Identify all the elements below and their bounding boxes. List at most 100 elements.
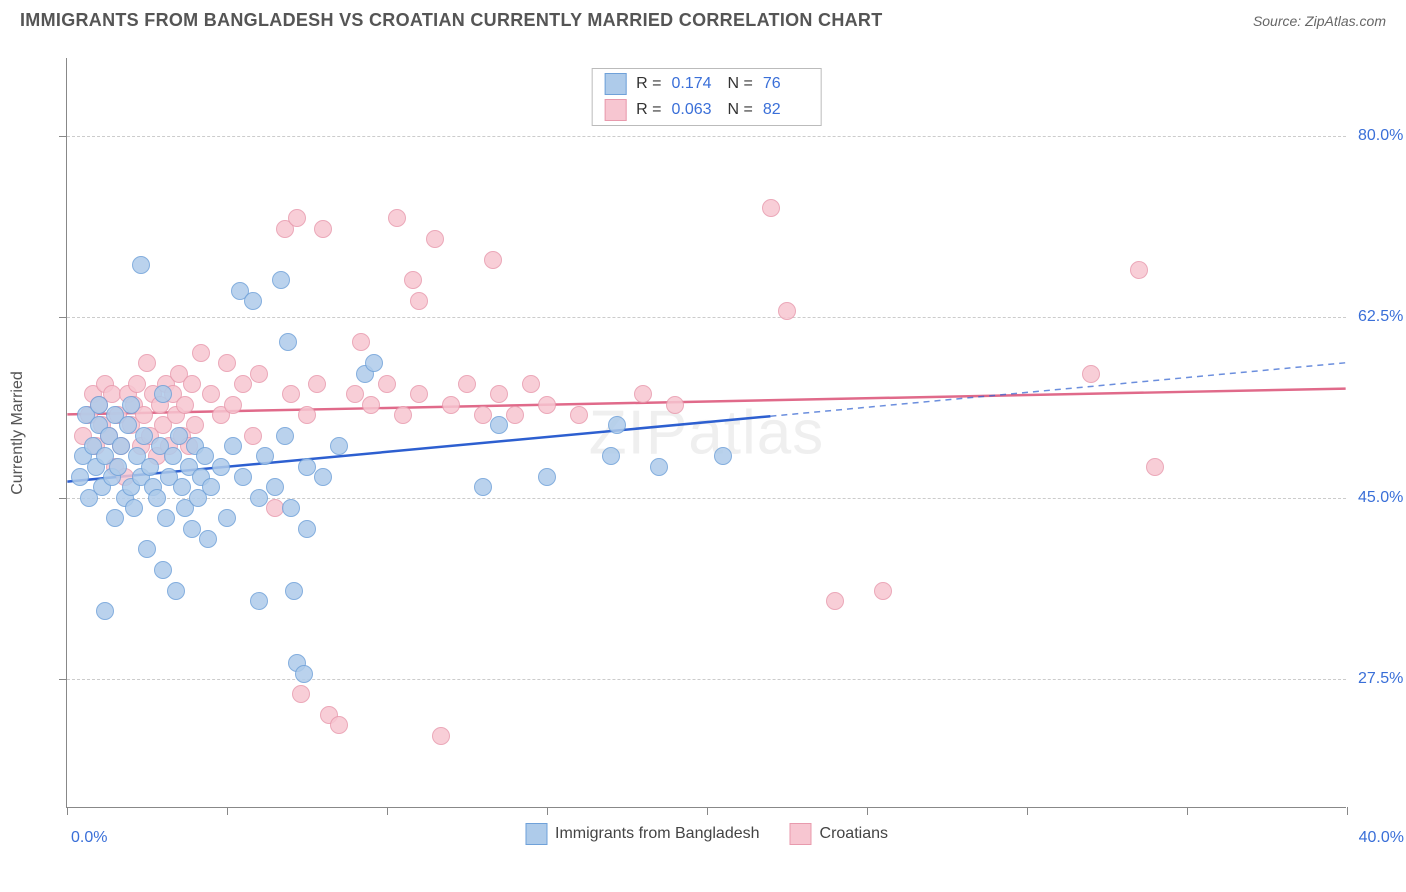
legend-item-2: Croatians [790,823,888,845]
stats-row-1: R = 0.174 N = 76 [598,71,815,97]
series1-marker [365,354,383,372]
y-tick [59,679,67,680]
series1-marker [90,396,108,414]
y-tick-label: 62.5% [1358,308,1403,326]
x-tick [1187,807,1188,815]
series2-marker [666,396,684,414]
gridline [67,136,1346,137]
series1-marker [122,396,140,414]
series1-marker [474,478,492,496]
series2-marker [874,582,892,600]
swatch-series-2 [604,99,626,121]
series1-marker [112,437,130,455]
series2-marker [138,354,156,372]
legend-label-1: Immigrants from Bangladesh [555,825,760,843]
series1-marker [173,478,191,496]
stat-r-label: R = [636,75,661,93]
series2-marker [250,365,268,383]
x-tick [547,807,548,815]
series1-marker [490,416,508,434]
series1-marker [244,292,262,310]
series1-marker [272,271,290,289]
series2-marker [410,385,428,403]
series2-marker [538,396,556,414]
swatch-icon [790,823,812,845]
stat-r2: 0.063 [672,101,718,119]
series1-marker [138,540,156,558]
series2-marker [288,209,306,227]
series1-marker [135,427,153,445]
y-tick-label: 45.0% [1358,489,1403,507]
series2-marker [292,685,310,703]
series2-marker [570,406,588,424]
series1-marker [212,458,230,476]
series1-marker [167,582,185,600]
series2-marker [426,230,444,248]
x-tick [227,807,228,815]
series2-marker [1082,365,1100,383]
x-tick [1027,807,1028,815]
legend-item-1: Immigrants from Bangladesh [525,823,760,845]
series2-marker [244,427,262,445]
series1-marker [154,385,172,403]
series1-marker [132,256,150,274]
chart-container: Currently Married ZIPatlas R = 0.174 N =… [46,48,1386,818]
series2-marker [458,375,476,393]
y-tick [59,498,67,499]
series1-marker [279,333,297,351]
series2-marker [778,302,796,320]
series1-marker [106,509,124,527]
series1-marker [125,499,143,517]
plot-area: ZIPatlas R = 0.174 N = 76 R = 0.063 N = … [66,58,1346,808]
x-tick [867,807,868,815]
series1-marker [148,489,166,507]
stats-row-2: R = 0.063 N = 82 [598,97,815,123]
stat-r-label: R = [636,101,661,119]
series1-marker [282,499,300,517]
series1-marker [266,478,284,496]
series1-marker [109,458,127,476]
x-axis-min-label: 0.0% [71,829,107,847]
series2-marker [330,716,348,734]
series2-marker [484,251,502,269]
y-tick [59,317,67,318]
series2-marker [308,375,326,393]
gridline [67,317,1346,318]
series2-marker [128,375,146,393]
x-tick [707,807,708,815]
series2-marker [352,333,370,351]
series2-marker [490,385,508,403]
series2-marker [176,396,194,414]
series2-marker [234,375,252,393]
series2-marker [218,354,236,372]
series2-marker [634,385,652,403]
y-axis-label: Currently Married [9,371,27,495]
source-label: Source: ZipAtlas.com [1253,13,1386,29]
series1-marker [298,458,316,476]
series2-marker [762,199,780,217]
series2-marker [378,375,396,393]
swatch-series-1 [604,73,626,95]
series1-marker [224,437,242,455]
series2-marker [404,271,422,289]
series2-marker [388,209,406,227]
series1-marker [538,468,556,486]
series1-marker [650,458,668,476]
series1-marker [164,447,182,465]
series2-marker [394,406,412,424]
series2-marker [186,416,204,434]
y-tick-label: 80.0% [1358,127,1403,145]
stat-n1: 76 [763,75,809,93]
series1-marker [157,509,175,527]
swatch-icon [525,823,547,845]
series1-marker [196,447,214,465]
chart-title: IMMIGRANTS FROM BANGLADESH VS CROATIAN C… [20,10,883,31]
series2-marker [432,727,450,745]
series2-marker [506,406,524,424]
series1-marker [602,447,620,465]
series1-marker [250,592,268,610]
series2-marker [474,406,492,424]
series2-marker [282,385,300,403]
x-tick [67,807,68,815]
series1-marker [250,489,268,507]
